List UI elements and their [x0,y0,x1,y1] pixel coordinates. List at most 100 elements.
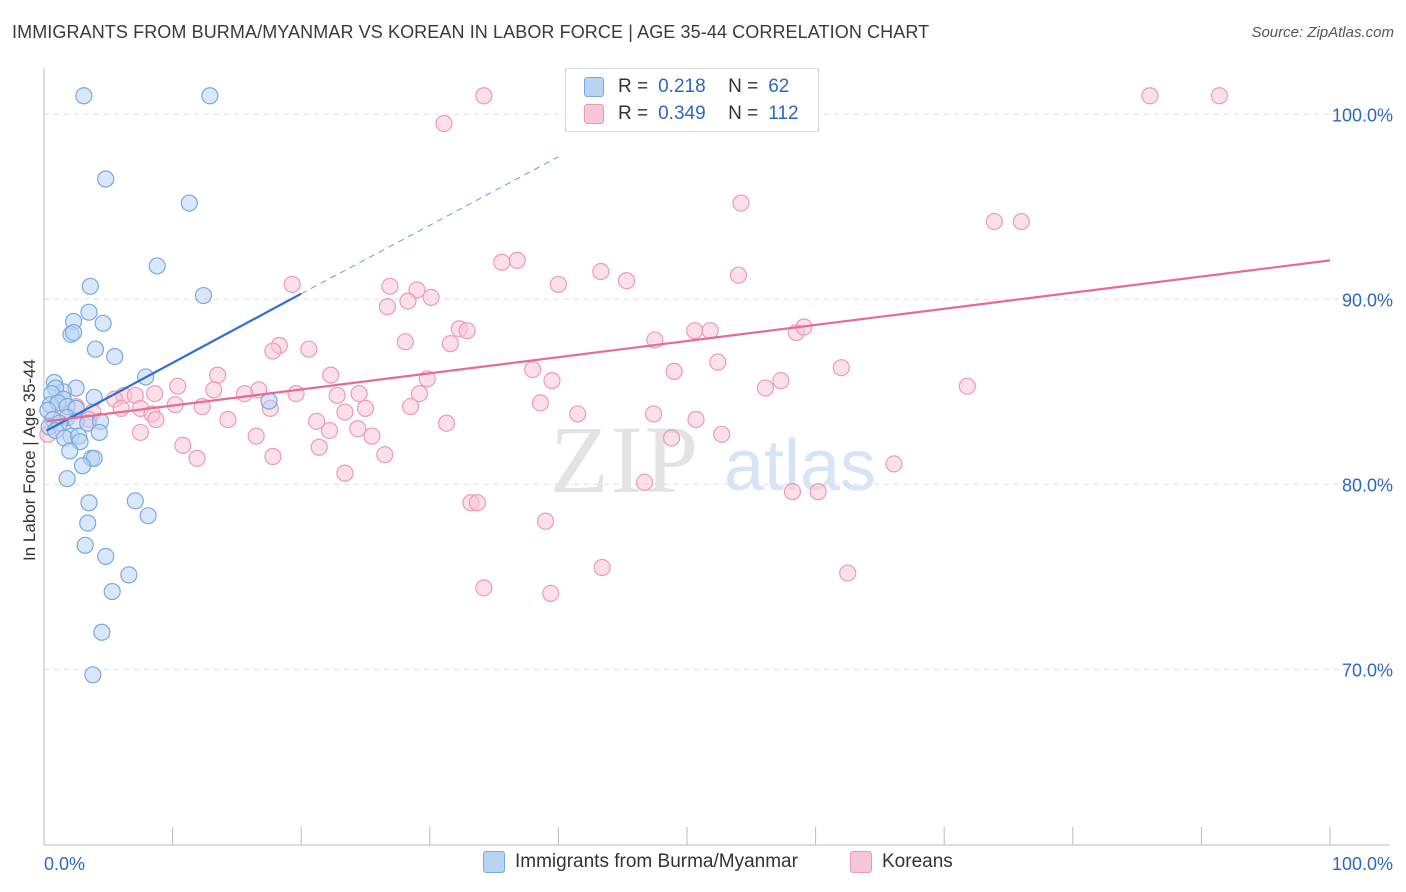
korean-point [475,579,493,597]
source-note: Source: ZipAtlas.com [1251,24,1394,41]
korean-point [336,403,354,421]
chart-title: IMMIGRANTS FROM BURMA/MYANMAR VS KOREAN … [12,22,930,42]
korean-point [264,447,282,466]
korean-point [549,275,568,294]
korean-point [468,494,486,512]
korean-point [308,412,326,430]
korean-point [320,422,339,440]
legend-r-label: R = [618,76,649,97]
korean-point [458,322,476,340]
korean-point [665,362,683,380]
burma-point [73,457,92,475]
korean-point [396,333,414,351]
legend-label-korean: Koreans [882,851,953,872]
tick-labels: 70.0% 80.0% 90.0% 100.0% 0.0% 100.0% [44,105,1393,874]
korean-point [145,385,164,403]
korean-point [809,483,827,501]
korean-point [709,353,727,371]
korean-point [363,427,381,445]
korean-point [219,410,237,429]
korean-point [401,397,420,416]
korean-point [408,281,426,299]
korean-point [328,386,346,405]
korean-point [147,410,165,429]
korean-point [686,322,704,340]
korean-point [399,292,417,310]
burma-point [90,423,108,442]
gridlines [44,113,1390,670]
korean-point [592,262,610,281]
korean-point [1141,87,1159,105]
korean-point [756,379,775,397]
korean-points [39,87,1229,603]
burma-point [80,494,98,512]
burma-point [201,87,219,105]
legend-label-burma: Immigrants from Burma/Myanmar [515,851,798,872]
korean-point [644,405,663,423]
korean-point [832,359,850,377]
legend-swatch-burma [584,77,604,97]
korean-point [701,322,719,340]
legend-r-label: R = [618,103,649,124]
watermark-zip: ZIP [550,406,700,513]
korean-point [112,399,130,417]
korean-point [617,272,636,290]
legend-n-value: 62 [768,76,790,97]
burma-trend-extension [300,156,559,295]
korean-point [287,385,305,403]
korean-point [524,360,542,379]
series-legend: Immigrants from Burma/Myanmar Koreans [0,851,1406,877]
y-tick-label: 70.0% [1342,660,1393,680]
korean-point [356,399,375,417]
korean-point [300,340,318,358]
correlation-legend: R = 0.218 N = 62 R = 0.349 N = 112 [565,68,819,132]
korean-point [188,449,206,467]
trend-lines [46,156,1331,432]
burma-point [180,194,198,212]
korean-point [310,438,328,456]
korean-point [381,277,399,295]
burma-point [93,623,111,641]
korean-point [536,512,555,530]
korean-point [772,372,790,390]
korean-point [350,385,368,403]
korean-point [985,212,1003,231]
korean-point [247,427,265,445]
burma-point [148,257,166,275]
legend-item-korean[interactable]: Koreans [850,851,953,873]
burma-point [80,303,98,321]
korean-point [783,483,802,501]
korean-point [322,366,340,384]
legend-row-korean: R = 0.349 N = 112 [584,101,799,127]
burma-point [79,514,97,532]
korean-point [422,288,440,306]
y-tick-label: 90.0% [1342,290,1393,310]
korean-point [336,464,354,482]
legend-swatch-burma [483,851,505,873]
korean-point [958,377,976,395]
legend-n-label: N = [728,76,759,97]
y-axis-label: In Labor Force | Age 35-44 [20,359,39,561]
korean-point [1210,87,1229,105]
x-tick-label: 0.0% [44,854,85,874]
korean-point [376,446,394,464]
y-tick-label: 100.0% [1332,105,1393,125]
y-tick-label: 80.0% [1342,475,1393,495]
legend-item-burma[interactable]: Immigrants from Burma/Myanmar [483,851,798,873]
burma-point [64,323,83,342]
burma-point [194,286,213,305]
burma-point [94,314,112,332]
burma-point [97,547,115,566]
korean-point [475,87,493,105]
korean-point [885,455,903,473]
korean-point [732,194,750,212]
korean-point [437,414,456,432]
burma-point [86,340,105,358]
korean-point [1012,212,1030,231]
burma-trend-line [46,292,302,432]
burma-points [39,87,278,684]
burma-point [139,507,157,525]
korean-point [569,405,587,423]
legend-n-value: 112 [768,103,799,124]
legend-r-value: 0.349 [658,103,706,124]
